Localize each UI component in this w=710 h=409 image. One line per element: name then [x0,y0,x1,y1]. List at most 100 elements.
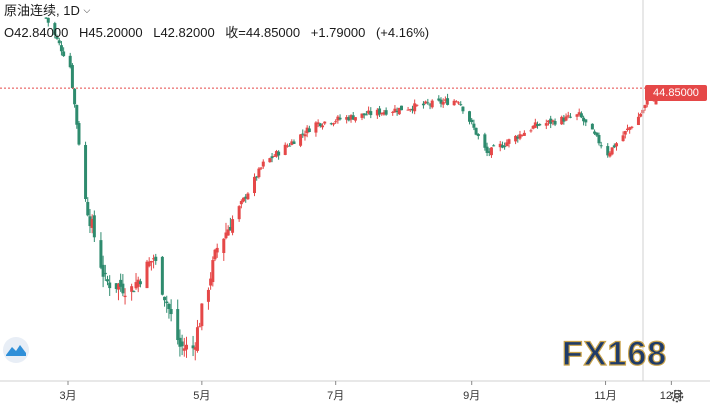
candle-body [182,348,186,351]
candle-body [211,260,215,283]
candle-body [575,114,579,117]
candle-body [579,113,583,118]
candle-body [338,117,342,120]
candle-body [562,117,566,122]
candle-body [516,136,520,139]
candle-body [307,128,311,133]
candle-body [391,111,395,113]
time-tick-label: 9月 [463,390,480,402]
candle-body [274,151,278,157]
candle-body [226,229,230,236]
candle-body [353,117,357,121]
candle-body [625,128,629,131]
candle-body [410,108,414,111]
candle-body [345,117,349,120]
candle-body [222,238,226,253]
candle-body [551,120,555,122]
candle-body [470,119,474,123]
candle-body [145,261,149,289]
candle-body [608,152,612,157]
candle-body [483,134,487,148]
candle-body [408,109,412,111]
candle-body [430,100,434,108]
candle-body [132,291,136,293]
candle-body [259,167,263,169]
candle-body [507,139,511,144]
candle-body [472,123,476,128]
candle-body [599,145,603,147]
candle-body [492,145,496,147]
candle-body [92,215,96,238]
candle-body [468,111,472,122]
candle-body [75,104,79,125]
chevron-down-icon[interactable]: ⌵ [83,5,91,15]
candle-body [228,226,232,231]
candle-body [334,121,338,123]
candle-body [514,135,518,142]
candle-body [439,99,443,104]
candle-body [68,55,72,68]
candle-body [318,123,322,127]
candle-body [176,309,180,341]
candle-body [639,113,643,117]
candle-body [272,155,276,157]
candle-body [446,98,450,105]
candle-body [623,131,627,135]
candle-body [336,116,340,121]
candle-body [606,146,610,156]
candle-body [285,145,289,147]
candle-body [59,45,63,52]
candle-body [498,143,502,148]
candle-body [636,116,640,126]
candle-body [544,123,548,126]
candle-body [106,279,110,282]
open-value: O42.84000 [4,25,69,40]
candle-body [621,135,625,142]
candle-body [290,141,294,145]
candle-body [489,147,493,156]
candle-body [154,256,158,261]
candle-body [136,279,140,287]
candle-body [500,145,504,148]
candle-body [400,105,404,111]
candle-body [55,36,59,39]
time-tick-label: 7月 [327,390,344,402]
candle-body [246,193,250,200]
candle-body [101,264,105,277]
candle-body [612,145,616,148]
candle-body [645,100,649,105]
candle-body [195,327,199,351]
candle-body [57,40,61,44]
candle-body [268,158,272,163]
candle-body [533,122,537,128]
candle-body [597,134,601,144]
candle-body [349,115,353,120]
candle-body [505,142,509,147]
candle-body [538,124,542,126]
candle-body [277,151,281,156]
candle-body [314,122,318,133]
candle-body [77,123,81,145]
candle-body [299,134,303,146]
candle-body [147,261,151,267]
high-value: H45.20000 [78,25,143,40]
low-value: L42.82000 [153,25,215,40]
gear-icon[interactable] [668,387,686,405]
candle-body [531,125,535,129]
candle-body [485,146,489,153]
candle-body [316,122,320,125]
interval-label: 1D [63,3,80,18]
candle-body [191,345,195,349]
candle-body [169,309,173,315]
wave-logo-icon[interactable] [2,336,30,364]
candle-body [149,260,153,263]
candle-body [566,115,570,117]
candle-body [476,134,480,136]
candle-body [351,115,355,120]
candle-body [547,120,550,123]
candle-body [362,113,366,116]
symbol-header[interactable]: 原油连续, 1D ⌵ [4,3,91,18]
candle-body [261,161,265,167]
candle-body [610,147,614,155]
